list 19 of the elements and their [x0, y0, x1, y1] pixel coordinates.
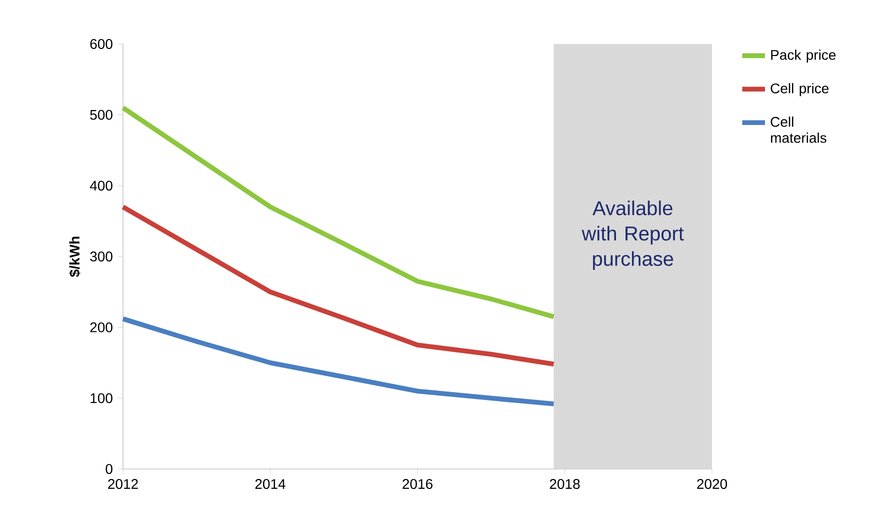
y-axis-title: $/kWh	[69, 236, 80, 277]
x-tick-label: 2014	[255, 479, 286, 489]
x-tick-label: 2020	[697, 479, 728, 489]
y-tick-label: 500	[90, 110, 112, 120]
x-tick-label: 2012	[108, 479, 138, 489]
y-tick-label: 100	[90, 393, 112, 404]
y-tick-label: 0	[106, 464, 112, 474]
x-tick-label: 2018	[550, 479, 580, 489]
band-label: Available with Report purchase	[582, 200, 684, 270]
y-tick-label: 200	[90, 322, 112, 332]
legend-label: Cell materials	[770, 116, 826, 143]
y-tick-label: 600	[90, 39, 112, 49]
line-series	[120, 204, 556, 367]
x-tick-label: 2016	[402, 479, 432, 489]
y-tick-label: 300	[90, 252, 112, 262]
legend-label: Pack price	[771, 50, 836, 63]
legend-label: Cell price	[770, 83, 829, 96]
y-tick-label: 400	[90, 180, 112, 191]
line-series	[120, 105, 556, 320]
